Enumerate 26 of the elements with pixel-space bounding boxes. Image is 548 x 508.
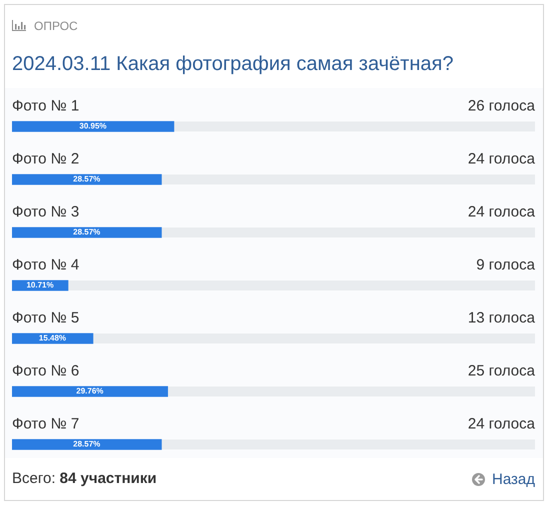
annotation: 9 голоса bbox=[476, 256, 536, 274]
annotation: 26 голоса bbox=[468, 98, 536, 115]
data-label: 15.48% bbox=[38, 334, 66, 343]
annotation: 24 голоса bbox=[468, 204, 536, 221]
annotation: 24 голоса bbox=[468, 150, 536, 168]
data-label: 10.71% bbox=[26, 280, 54, 290]
chart-title: 2024.03.11 Какая фотография самая зачётная? bbox=[12, 52, 454, 76]
data-label: 29.76% bbox=[76, 386, 104, 396]
data-label: 30.95% bbox=[79, 122, 107, 131]
text: Назад bbox=[492, 470, 535, 488]
y-tick-label: Фото № 5 bbox=[12, 310, 80, 327]
annotation: 13 голоса bbox=[468, 310, 536, 327]
y-tick-label: Фото № 6 bbox=[12, 362, 80, 380]
data-label: 28.57% bbox=[73, 440, 100, 449]
data-label: 28.57% bbox=[73, 174, 100, 184]
bar bbox=[12, 333, 94, 344]
y-tick-label: Фото № 3 bbox=[12, 204, 80, 221]
annotation: 24 голоса bbox=[468, 416, 536, 433]
data-label: 28.57% bbox=[73, 228, 100, 237]
text: Всего: 84 участники bbox=[12, 470, 157, 488]
y-tick-label: Фото № 7 bbox=[12, 416, 80, 433]
annotation: 25 голоса bbox=[468, 362, 536, 380]
text: ОПРОС bbox=[34, 18, 78, 32]
y-tick-label: Фото № 2 bbox=[12, 150, 80, 168]
y-tick-label: Фото № 1 bbox=[12, 98, 80, 115]
y-tick-label: Фото № 4 bbox=[12, 256, 80, 274]
